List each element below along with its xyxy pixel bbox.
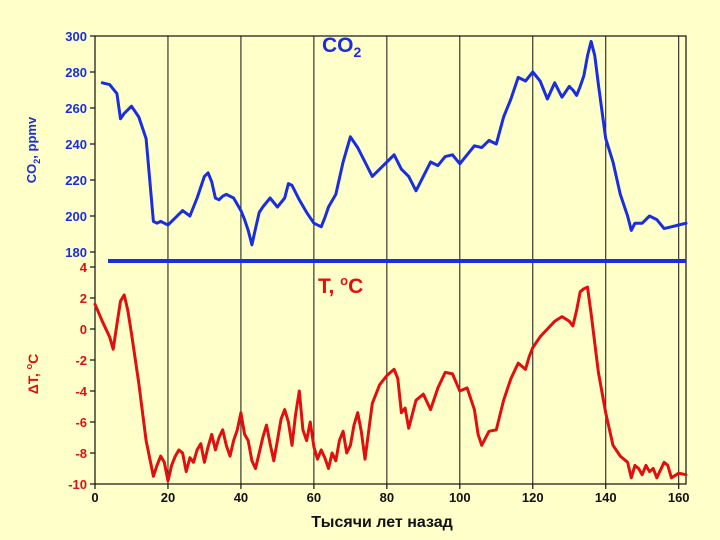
temperature-panel-title: T, oC bbox=[318, 273, 363, 298]
co2-y-tick-label: 260 bbox=[65, 101, 87, 116]
co2-y-tick-label: 200 bbox=[65, 209, 87, 224]
temperature-y-tick-label: 2 bbox=[80, 291, 87, 306]
co2-y-axis-label: CO2, ppmv bbox=[24, 116, 42, 183]
temperature-y-tick-label: 4 bbox=[80, 260, 88, 275]
temperature-y-tick-label: -6 bbox=[75, 415, 87, 430]
temperature-series-line bbox=[93, 285, 688, 483]
temperature-y-tick-label: -4 bbox=[75, 384, 87, 399]
temperature-panel: -10 -8 -6 -4 -2 0 2 4 T, oC ΔT, oC bbox=[24, 260, 688, 492]
co2-y-tick-label: 240 bbox=[65, 137, 87, 152]
co2-y-tick-label: 220 bbox=[65, 173, 87, 188]
x-tick-label: 160 bbox=[668, 490, 690, 505]
temperature-y-tick-label: -2 bbox=[75, 353, 87, 368]
temperature-y-tick-label: -8 bbox=[75, 446, 87, 461]
x-tick-label: 60 bbox=[307, 490, 321, 505]
temperature-y-tick-label: 0 bbox=[80, 322, 87, 337]
co2-y-tick-label: 300 bbox=[65, 29, 87, 44]
co2-y-ticks: 180 200 220 240 260 280 300 bbox=[65, 29, 95, 260]
x-axis-ticks: 0 20 40 60 80 100 120 140 160 bbox=[91, 484, 690, 505]
co2-y-tick-label: 180 bbox=[65, 245, 87, 260]
temperature-y-ticks: -10 -8 -6 -4 -2 0 2 4 bbox=[68, 260, 95, 492]
x-tick-label: 120 bbox=[522, 490, 544, 505]
co2-y-tick-label: 280 bbox=[65, 65, 87, 80]
x-tick-label: 80 bbox=[380, 490, 394, 505]
co2-panel-title: CO2 bbox=[322, 34, 362, 60]
x-tick-label: 100 bbox=[449, 490, 471, 505]
x-tick-label: 20 bbox=[161, 490, 175, 505]
x-tick-label: 0 bbox=[91, 490, 98, 505]
temperature-y-axis-label: ΔT, oC bbox=[24, 354, 41, 394]
x-tick-label: 40 bbox=[234, 490, 248, 505]
co2-panel: 180 200 220 240 260 280 300 CO2 CO2, ppmv bbox=[24, 29, 688, 260]
temperature-y-tick-label: -10 bbox=[68, 477, 87, 492]
x-axis-label: Тысячи лет назад bbox=[311, 514, 453, 531]
x-tick-label: 140 bbox=[595, 490, 617, 505]
co2-series-line bbox=[100, 39, 688, 247]
